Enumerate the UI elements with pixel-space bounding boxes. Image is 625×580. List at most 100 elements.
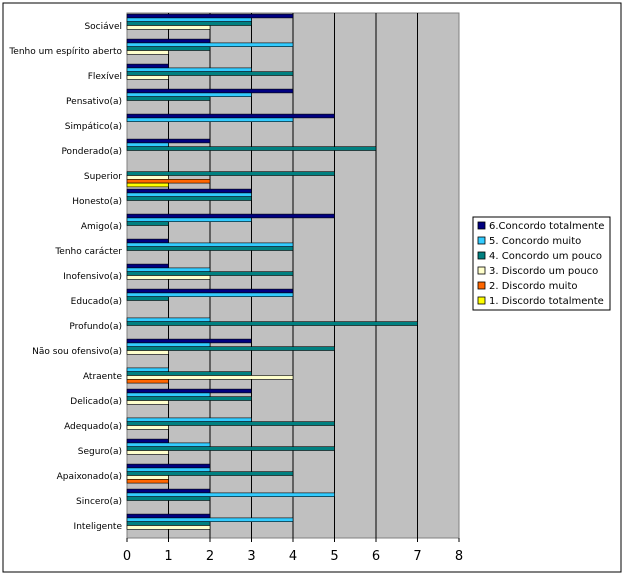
bar-18-2	[126, 471, 294, 476]
bar-11-2	[126, 296, 169, 301]
bar-20-3	[126, 525, 211, 530]
bar-1-2	[126, 46, 211, 51]
bar-10-1	[126, 267, 211, 272]
category-label: Superior	[84, 172, 122, 182]
bar-18-4	[126, 478, 169, 484]
bar-6-2	[126, 171, 335, 176]
legend-label: 2. Discordo muito	[489, 281, 578, 292]
bar-6-3	[126, 175, 169, 180]
category-label: Profundo(a)	[69, 322, 122, 332]
bar-5-1	[126, 142, 169, 147]
category-label: Inteligente	[74, 522, 123, 532]
bar-1-0	[126, 38, 211, 44]
category-label: Inofensivo(a)	[63, 272, 122, 282]
legend-label: 1. Discordo totalmente	[489, 296, 604, 307]
legend-label: 5. Concordo muito	[489, 236, 581, 247]
legend-swatch	[477, 251, 486, 260]
category-label: Amigo(a)	[81, 222, 122, 232]
x-tick-label: 1	[164, 549, 172, 564]
legend-swatch	[477, 296, 486, 305]
bar-16-3	[126, 425, 169, 430]
x-tick-label: 5	[330, 549, 338, 564]
x-tick-label: 0	[123, 549, 131, 564]
category-label: Seguro(a)	[78, 447, 122, 457]
bar-1-3	[126, 50, 169, 55]
bar-7-2	[126, 196, 252, 201]
category-label: Educado(a)	[71, 297, 122, 307]
bar-11-0	[126, 288, 294, 294]
bar-8-1	[126, 217, 252, 222]
bar-19-1	[126, 492, 335, 497]
bar-5-2	[126, 146, 377, 151]
bar-10-3	[126, 275, 211, 280]
legend-swatch	[477, 236, 486, 245]
bar-13-0	[126, 338, 252, 344]
category-label: Tenho um espírito aberto	[8, 47, 122, 57]
x-tick-label: 3	[247, 549, 255, 564]
bar-2-1	[126, 67, 252, 73]
bar-18-0	[126, 463, 211, 469]
bar-19-0	[126, 488, 211, 494]
bar-12-2	[126, 321, 418, 326]
bar-12-1	[126, 317, 211, 322]
bar-19-2	[126, 496, 211, 501]
bar-2-0	[126, 63, 169, 69]
category-label: Honesto(a)	[72, 197, 122, 207]
bar-3-1	[126, 92, 252, 98]
bar-1-1	[126, 42, 294, 48]
bar-9-2	[126, 246, 294, 251]
category-label: Sincero(a)	[76, 497, 122, 507]
legend-swatch	[477, 266, 486, 275]
category-labels: Sociável Tenho um espírito aberto Flexível…	[8, 22, 122, 532]
bar-17-1	[126, 442, 211, 447]
bar-14-1	[126, 367, 169, 372]
bar-3-2	[126, 96, 211, 101]
bar-4-0	[126, 113, 335, 119]
bar-7-1	[126, 192, 252, 197]
bar-2-2	[126, 71, 294, 76]
legend-label: 3. Discordo um pouco	[489, 266, 598, 277]
bar-13-1	[126, 342, 211, 347]
x-tick-label: 4	[289, 549, 297, 564]
bar-3-0	[126, 88, 294, 94]
bar-6-5	[126, 182, 169, 188]
bars	[126, 13, 418, 530]
legend-box	[472, 216, 611, 311]
bar-20-0	[126, 513, 211, 519]
bar-14-4	[126, 378, 169, 384]
bar-20-1	[126, 517, 294, 523]
category-label: Delicado(a)	[70, 397, 122, 407]
bar-7-0	[126, 188, 252, 194]
bar-20-2	[126, 521, 211, 526]
bar-9-0	[126, 238, 169, 244]
bar-14-2	[126, 371, 252, 376]
category-label: Simpático(a)	[65, 122, 122, 132]
legend: 6.Concordo totalmente 5. Concordo muito 4.…	[472, 216, 611, 311]
x-tick-label: 8	[455, 549, 463, 564]
x-tick-label: 2	[206, 549, 214, 564]
bar-17-3	[126, 450, 169, 455]
category-label: Pensativo(a)	[66, 97, 122, 107]
bar-18-1	[126, 467, 211, 472]
legend-label: 6.Concordo totalmente	[489, 221, 604, 232]
legend-swatch	[477, 281, 486, 290]
bar-13-3	[126, 350, 169, 355]
bar-5-0	[126, 138, 211, 144]
bar-16-1	[126, 417, 252, 422]
bar-17-0	[126, 438, 169, 444]
bar-10-2	[126, 271, 294, 276]
category-label: Não sou ofensivo(a)	[32, 347, 122, 357]
bar-8-0	[126, 213, 335, 219]
bar-15-1	[126, 392, 211, 397]
legend-swatch	[477, 221, 486, 230]
category-label: Flexível	[88, 72, 122, 82]
bar-15-0	[126, 388, 252, 394]
bar-0-3	[126, 25, 211, 30]
category-label: Tenho carácter	[54, 247, 122, 257]
bar-16-2	[126, 421, 335, 426]
bar-13-2	[126, 346, 335, 351]
category-label: Atraente	[83, 372, 123, 382]
x-axis-ticks: 0 1 2 3 4 5 6 7 8	[123, 538, 463, 564]
